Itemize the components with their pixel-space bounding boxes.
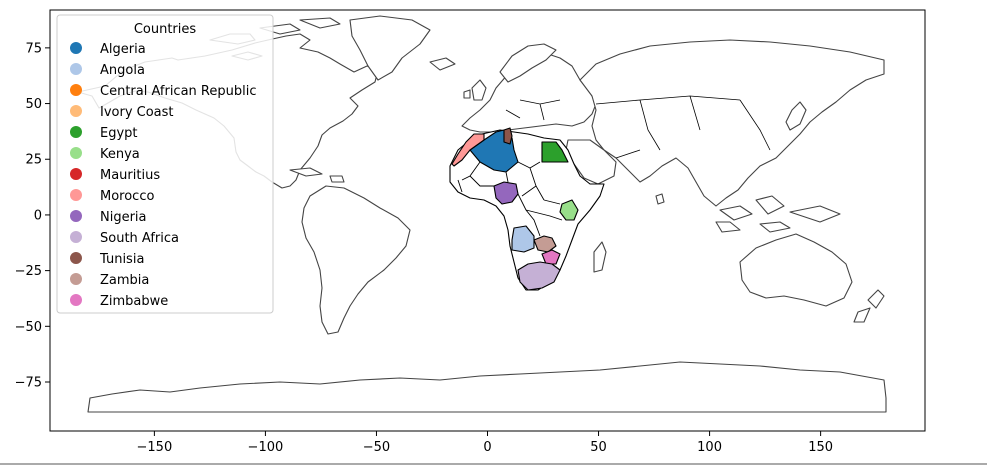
greenland — [349, 15, 431, 81]
legend-swatch — [70, 147, 82, 159]
y-tick-label: −25 — [15, 264, 42, 279]
new-zealand — [853, 289, 885, 323]
africa-borders — [457, 161, 563, 237]
x-axis-ticks: −150 −100 −50 0 50 100 150 — [137, 431, 833, 455]
legend-label: Zambia — [100, 273, 149, 288]
legend-entries: Algeria Angola Central African Republic Ivo… — [70, 42, 256, 309]
legend-swatch — [70, 84, 82, 96]
country-tunisia — [503, 127, 513, 145]
country-angola — [511, 225, 535, 253]
x-tick-label: 0 — [483, 440, 491, 455]
legend-swatch — [70, 273, 82, 285]
legend-swatch — [70, 189, 82, 201]
sri-lanka — [655, 193, 665, 205]
legend-label: Central African Republic — [100, 84, 256, 99]
country-south-africa — [517, 261, 561, 291]
country-zambia — [533, 235, 557, 253]
legend-swatch — [70, 63, 82, 75]
y-tick-label: 25 — [25, 153, 42, 168]
country-morocco — [451, 133, 485, 167]
interior-borders — [505, 95, 771, 159]
antarctica — [87, 361, 887, 413]
legend-label: Algeria — [100, 42, 146, 57]
legend-label: Nigeria — [100, 210, 147, 225]
y-tick-label: −50 — [15, 320, 42, 335]
x-tick-label: 50 — [590, 440, 607, 455]
legend-swatch — [70, 126, 82, 138]
legend-swatch — [70, 231, 82, 243]
japan — [785, 101, 807, 131]
legend-label: Mauritius — [100, 168, 160, 183]
legend-swatch — [70, 168, 82, 180]
legend: Countries Algeria Angola Central African R… — [56, 14, 274, 314]
legend-label: Zimbabwe — [100, 294, 168, 309]
legend-swatch — [70, 210, 82, 222]
y-tick-label: 75 — [25, 41, 42, 56]
legend-swatch — [70, 105, 82, 117]
legend-swatch — [70, 252, 82, 264]
legend-frame — [56, 14, 274, 314]
x-tick-label: −100 — [248, 440, 284, 455]
country-nigeria — [493, 181, 519, 205]
x-tick-label: −50 — [363, 440, 390, 455]
country-kenya — [559, 199, 579, 221]
scandinavia — [499, 43, 557, 83]
y-tick-label: 0 — [34, 208, 42, 223]
legend-label: Angola — [100, 63, 145, 78]
legend-label: South Africa — [100, 231, 179, 246]
caribbean-islands — [289, 167, 345, 183]
madagascar — [593, 241, 607, 273]
country-egypt — [541, 141, 569, 163]
british-isles — [463, 79, 487, 101]
highlighted-countries-layer — [451, 127, 579, 291]
x-tick-label: 150 — [808, 440, 833, 455]
y-tick-label: −75 — [15, 375, 42, 390]
y-axis-ticks: 75 50 25 0 −25 −50 −75 — [15, 41, 50, 390]
legend-label: Ivory Coast — [100, 105, 174, 120]
australia — [739, 233, 853, 307]
y-tick-label: 50 — [25, 97, 42, 112]
iceland — [429, 57, 456, 71]
legend-title: Countries — [134, 22, 197, 37]
legend-label: Morocco — [100, 189, 154, 204]
south-america-landmass — [301, 185, 411, 335]
legend-label: Tunisia — [99, 252, 144, 267]
legend-label: Egypt — [100, 126, 138, 141]
legend-label: Kenya — [100, 147, 140, 162]
x-tick-label: 100 — [697, 440, 722, 455]
legend-swatch — [70, 294, 82, 306]
x-tick-label: −150 — [137, 440, 173, 455]
legend-swatch — [70, 42, 82, 54]
southeast-asia-islands — [715, 195, 841, 233]
asia-landmass — [579, 39, 885, 207]
